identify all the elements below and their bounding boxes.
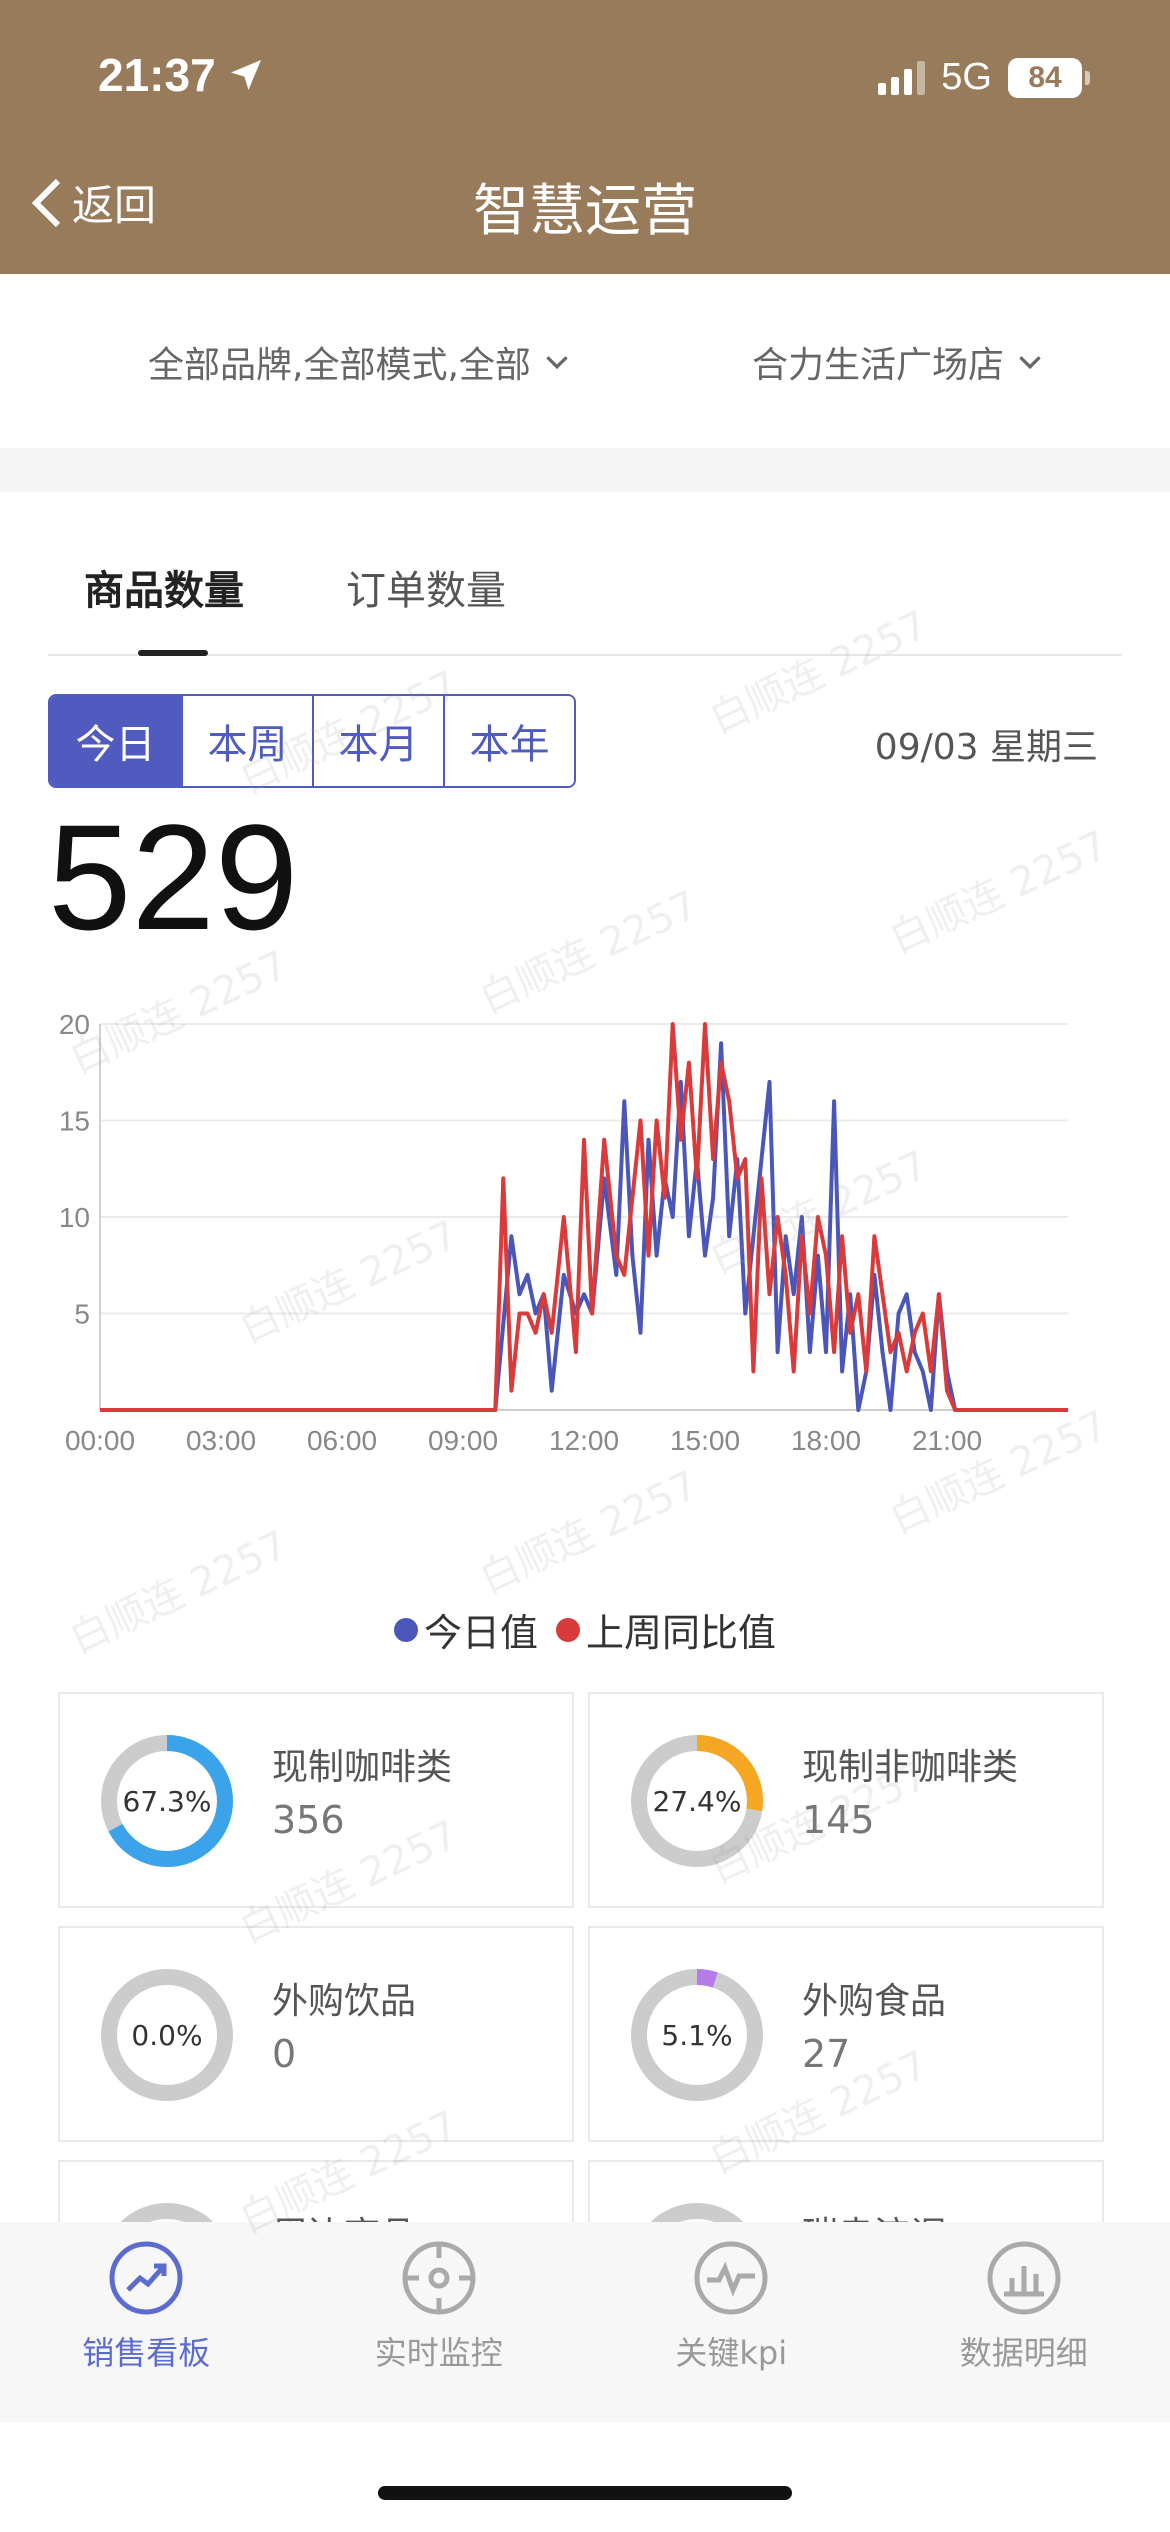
x-tick-label: 18:00 [791, 1425, 861, 1456]
category-name: 现制非咖啡类 [802, 1747, 1019, 1788]
period-today-button[interactable]: 今日 [50, 696, 181, 786]
nav-label: 关键kpi [675, 2334, 788, 2372]
category-card[interactable]: 67.3% 现制咖啡类 356 [58, 1692, 574, 1908]
legend-last-week[interactable]: 上周同比值 [556, 1602, 776, 1657]
legend-label-last-week: 上周同比值 [586, 1611, 777, 1655]
brand-filter-dropdown[interactable]: 全部品牌,全部模式,全部 [148, 336, 573, 388]
category-card[interactable]: 周边商品 [58, 2160, 574, 2232]
network-type: 5G [941, 56, 992, 98]
metric-tabs: 商品数量 订单数量 [48, 492, 1122, 656]
donut-progress-icon [631, 2203, 763, 2232]
legend-label-today: 今日值 [423, 1611, 538, 1655]
category-value: 145 [802, 1798, 875, 1842]
stats-card: 商品数量 订单数量 今日 本周 本月 本年 09/03 星期三 529 5 10 1… [0, 492, 1170, 2232]
category-name: 外购饮品 [272, 1981, 417, 2022]
category-card[interactable]: 5.1% 外购食品 27 [588, 1926, 1104, 2142]
home-indicator[interactable] [378, 2486, 792, 2500]
category-value: 0 [272, 2032, 297, 2076]
x-tick-label: 21:00 [912, 1425, 982, 1456]
period-selector: 今日 本周 本月 本年 [48, 694, 576, 788]
y-tick-label: 10 [59, 1202, 90, 1233]
chevron-down-icon [546, 356, 568, 370]
donut-progress-icon [631, 1969, 763, 2101]
x-tick-label: 15:00 [670, 1425, 740, 1456]
home-indicator-area [0, 2422, 1170, 2532]
date-label: 09/03 星期三 [874, 727, 1098, 768]
status-indicators: 5G 84 [878, 56, 1090, 99]
x-tick-label: 06:00 [307, 1425, 377, 1456]
x-tick-label: 09:00 [428, 1425, 498, 1456]
nav-sales-dashboard[interactable]: 销售看板 [0, 2222, 293, 2422]
category-value: 27 [802, 2032, 851, 2076]
store-filter-dropdown[interactable]: 合力生活广场店 [752, 336, 1046, 388]
nav-data-detail[interactable]: 数据明细 [878, 2222, 1170, 2422]
pulse-icon [694, 2241, 768, 2315]
period-month-button[interactable]: 本月 [312, 696, 443, 786]
y-tick-label: 15 [59, 1106, 90, 1137]
legend-today[interactable]: 今日值 [393, 1602, 538, 1657]
category-value: 356 [272, 1798, 345, 1842]
donut-progress-icon [101, 2203, 233, 2232]
x-tick-label: 03:00 [186, 1425, 256, 1456]
signal-icon [878, 60, 926, 95]
battery-icon: 84 [1008, 57, 1090, 98]
tab-product-count[interactable]: 商品数量 [84, 568, 244, 614]
total-count: 529 [48, 793, 299, 961]
filter-bar: 全部品牌,全部模式,全部 合力生活广场店 [0, 274, 1170, 448]
series-line-last-week [100, 1022, 1068, 1412]
nav-label: 数据明细 [959, 2334, 1088, 2372]
category-name: 现制咖啡类 [272, 1747, 453, 1788]
category-card[interactable]: 27.4% 现制非咖啡类 145 [588, 1692, 1104, 1908]
back-label: 返回 [72, 181, 157, 230]
legend-dot-last-week [556, 1617, 580, 1642]
nav-key-kpi[interactable]: 关键kpi [585, 2222, 878, 2422]
time-text: 21:37 [98, 49, 216, 101]
tab-order-count[interactable]: 订单数量 [346, 568, 506, 614]
donut-progress-icon [101, 1969, 233, 2101]
period-week-button[interactable]: 本周 [181, 696, 312, 786]
y-tick-label: 5 [74, 1299, 90, 1330]
legend-dot-today [393, 1617, 418, 1642]
target-icon [402, 2241, 476, 2315]
chart-legend: 今日值 上周同比值 [0, 1602, 1170, 1657]
page-title: 智慧运营 [473, 179, 697, 244]
hourly-line-chart: 5 10 15 20 00:00 03:00 06:00 09:00 12:00 15:00 18:… [59, 1012, 1068, 1456]
donut-progress-icon [101, 1735, 233, 1867]
store-filter-label: 合力生活广场店 [752, 345, 1005, 386]
battery-level: 84 [1008, 57, 1082, 98]
donut-progress-icon [631, 1735, 763, 1867]
x-tick-label: 00:00 [65, 1425, 135, 1456]
bottom-tab-bar: 销售看板 实时监控 关键kpi 数据明细 [0, 2222, 1170, 2422]
trend-icon [109, 2241, 183, 2315]
nav-label: 实时监控 [374, 2334, 503, 2372]
nav-realtime-monitor[interactable]: 实时监控 [293, 2222, 586, 2422]
nav-label: 销售看板 [82, 2334, 211, 2372]
tab-indicator [138, 650, 208, 656]
category-card[interactable]: 0.0% 外购饮品 0 [58, 1926, 574, 2142]
chevron-down-icon [1019, 356, 1041, 370]
category-percent: 5.1% [661, 2018, 733, 2052]
series-line-today [100, 1041, 1068, 1412]
chevron-left-icon [31, 178, 61, 227]
y-tick-label: 20 [59, 1012, 90, 1040]
status-time: 21:37 [98, 48, 266, 102]
x-tick-label: 12:00 [549, 1425, 619, 1456]
category-percent: 67.3% [122, 1784, 212, 1818]
back-button[interactable]: 返回 [28, 172, 156, 233]
app-header: 21:37 5G 84 返回 智慧运营 [0, 0, 1170, 274]
period-year-button[interactable]: 本年 [443, 696, 574, 786]
category-name: 外购食品 [802, 1981, 947, 2022]
location-arrow-icon [230, 60, 261, 90]
category-percent: 27.4% [652, 1784, 742, 1818]
brand-filter-label: 全部品牌,全部模式,全部 [148, 345, 531, 386]
category-percent: 0.0% [131, 2018, 203, 2052]
bar-chart-icon [987, 2241, 1061, 2315]
